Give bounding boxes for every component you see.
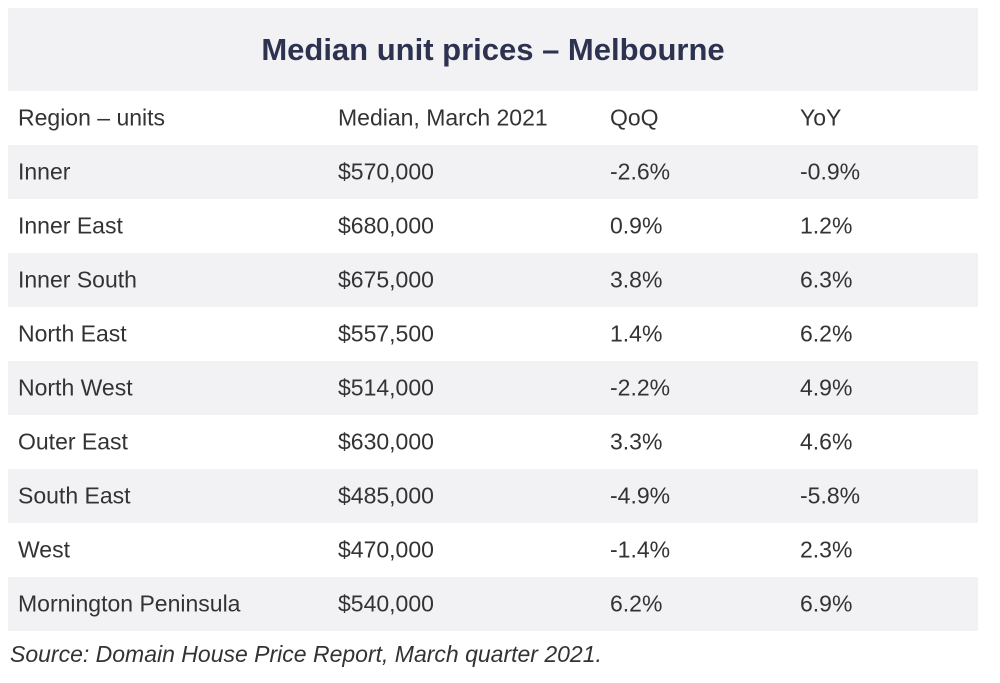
qoq-cell: -2.6% [610, 158, 671, 185]
median-cell: $680,000 [338, 212, 434, 239]
region-cell: North East [18, 320, 127, 347]
table-row: Mornington Peninsula $540,000 6.2% 6.9% [8, 577, 978, 631]
region-cell: Mornington Peninsula [18, 590, 241, 617]
yoy-cell: 6.2% [800, 320, 853, 347]
column-header: Region – units [18, 104, 166, 131]
median-cell: $514,000 [338, 374, 434, 401]
qoq-cell: 3.8% [610, 266, 663, 293]
median-cell: $557,500 [338, 320, 434, 347]
qoq-cell: -1.4% [610, 536, 671, 563]
yoy-cell: -0.9% [800, 158, 861, 185]
table-row: Inner East $680,000 0.9% 1.2% [8, 199, 978, 253]
table-row: Inner South $675,000 3.8% 6.3% [8, 253, 978, 307]
table-row: West $470,000 -1.4% 2.3% [8, 523, 978, 577]
table-row: North West $514,000 -2.2% 4.9% [8, 361, 978, 415]
region-cell: Inner East [18, 212, 123, 239]
column-header: YoY [800, 104, 842, 131]
median-cell: $570,000 [338, 158, 434, 185]
column-header: Median, March 2021 [338, 104, 548, 131]
qoq-cell: 1.4% [610, 320, 663, 347]
median-cell: $470,000 [338, 536, 434, 563]
region-cell: Inner South [18, 266, 137, 293]
region-cell: West [18, 536, 70, 563]
yoy-cell: -5.8% [800, 482, 861, 509]
table-row: South East $485,000 -4.9% -5.8% [8, 469, 978, 523]
table-header-row: Region – units Median, March 2021 QoQ Yo… [8, 91, 978, 145]
table-row: Inner $570,000 -2.6% -0.9% [8, 145, 978, 199]
region-cell: South East [18, 482, 131, 509]
qoq-cell: -2.2% [610, 374, 671, 401]
column-header: QoQ [610, 104, 659, 131]
median-cell: $485,000 [338, 482, 434, 509]
table-row: North East $557,500 1.4% 6.2% [8, 307, 978, 361]
qoq-cell: 0.9% [610, 212, 663, 239]
qoq-cell: -4.9% [610, 482, 671, 509]
yoy-cell: 6.3% [800, 266, 853, 293]
region-cell: Inner [18, 158, 71, 185]
table-title: Median unit prices – Melbourne [8, 8, 978, 91]
yoy-cell: 4.9% [800, 374, 853, 401]
region-cell: North West [18, 374, 133, 401]
yoy-cell: 4.6% [800, 428, 853, 455]
median-cell: $540,000 [338, 590, 434, 617]
median-cell: $675,000 [338, 266, 434, 293]
table-row: Outer East $630,000 3.3% 4.6% [8, 415, 978, 469]
yoy-cell: 1.2% [800, 212, 853, 239]
qoq-cell: 6.2% [610, 590, 663, 617]
region-cell: Outer East [18, 428, 128, 455]
yoy-cell: 6.9% [800, 590, 853, 617]
median-cell: $630,000 [338, 428, 434, 455]
source-note: Source: Domain House Price Report, March… [10, 641, 602, 667]
qoq-cell: 3.3% [610, 428, 663, 455]
yoy-cell: 2.3% [800, 536, 853, 563]
